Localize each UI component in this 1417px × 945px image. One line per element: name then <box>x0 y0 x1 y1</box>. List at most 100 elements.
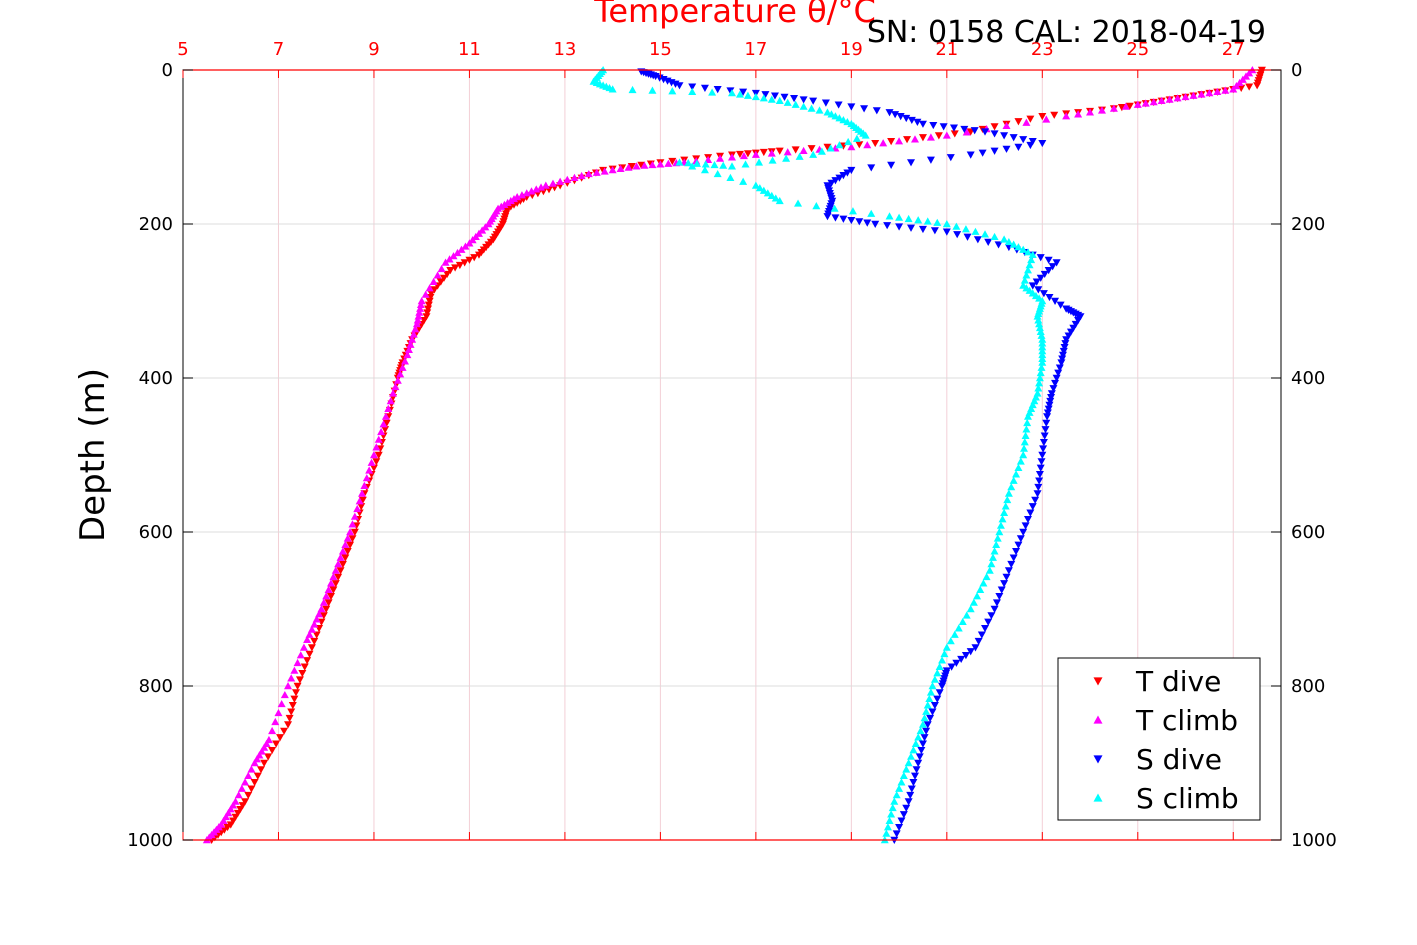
data-point <box>896 113 905 121</box>
x-tick-label: 21 <box>935 39 958 60</box>
data-point <box>990 130 999 138</box>
x-tick-label: 27 <box>1222 39 1245 60</box>
data-point <box>334 560 343 568</box>
data-point <box>897 778 906 786</box>
data-point <box>1197 90 1206 98</box>
data-point <box>771 194 780 202</box>
data-point <box>1121 102 1130 110</box>
data-point <box>577 171 586 180</box>
data-point <box>1044 256 1053 264</box>
data-point <box>949 124 958 132</box>
data-point <box>357 503 366 511</box>
series-t-dive <box>207 66 1266 844</box>
data-point <box>532 185 541 193</box>
data-point <box>1021 431 1030 439</box>
data-point <box>973 592 982 600</box>
data-point <box>953 231 962 239</box>
data-point <box>1028 138 1037 146</box>
data-point <box>307 644 316 652</box>
data-point <box>1045 401 1054 409</box>
y-axis-label: Depth (m) <box>73 368 113 542</box>
data-point <box>451 264 460 272</box>
data-point <box>1009 476 1018 484</box>
data-point <box>700 166 709 174</box>
data-point <box>1032 278 1041 286</box>
data-point <box>461 242 470 250</box>
data-point <box>963 233 972 241</box>
data-point <box>914 733 923 741</box>
data-point <box>817 147 826 155</box>
data-point <box>237 784 246 792</box>
data-point <box>918 720 927 728</box>
data-point <box>334 573 343 581</box>
data-point <box>465 256 474 264</box>
data-point <box>280 690 289 699</box>
data-point <box>312 631 321 639</box>
data-point <box>990 605 999 613</box>
data-point <box>907 224 916 232</box>
data-point <box>474 251 483 259</box>
data-point <box>883 823 892 831</box>
data-point <box>346 528 355 536</box>
data-point <box>268 746 277 755</box>
data-point <box>465 239 474 247</box>
data-point <box>1040 270 1049 279</box>
data-point <box>1039 445 1048 453</box>
data-point <box>981 128 990 136</box>
data-point <box>996 521 1005 529</box>
data-point <box>1059 347 1068 356</box>
data-point <box>942 220 951 228</box>
data-point <box>790 95 799 103</box>
data-point <box>381 412 390 420</box>
data-point <box>331 580 340 588</box>
data-point <box>236 806 245 814</box>
data-point <box>1023 266 1032 274</box>
data-point <box>909 746 918 754</box>
data-point <box>668 87 677 95</box>
data-point <box>962 611 971 619</box>
chart-title: Temperature θ/°C <box>593 0 876 30</box>
data-point <box>414 312 423 320</box>
data-point <box>310 637 319 646</box>
y-tick-label-left: 600 <box>139 522 173 543</box>
data-point <box>839 116 848 124</box>
data-point <box>317 605 326 613</box>
data-point <box>365 466 374 474</box>
data-point <box>823 143 832 151</box>
data-point <box>1014 118 1023 126</box>
data-point <box>343 548 352 556</box>
data-point <box>726 87 735 95</box>
data-point <box>791 146 800 154</box>
data-point <box>993 534 1002 542</box>
data-point <box>979 579 988 587</box>
data-point <box>775 96 784 104</box>
data-point <box>1023 412 1032 420</box>
legend-label: S dive <box>1136 743 1222 776</box>
data-point <box>835 114 844 122</box>
data-point <box>303 657 312 665</box>
data-point <box>400 357 409 365</box>
data-point <box>1034 483 1043 492</box>
data-point <box>981 625 990 633</box>
data-point <box>904 759 913 767</box>
data-point <box>291 689 300 697</box>
data-point <box>835 174 844 182</box>
data-point <box>1028 503 1037 511</box>
data-point <box>1022 271 1031 279</box>
data-point <box>946 154 955 162</box>
data-point <box>918 134 927 142</box>
data-point <box>310 620 319 628</box>
data-point <box>1007 560 1016 569</box>
data-point <box>1019 528 1028 536</box>
data-point <box>751 181 760 189</box>
data-point <box>867 164 876 172</box>
data-point <box>994 241 1003 249</box>
data-point <box>312 615 321 623</box>
data-point <box>916 726 925 735</box>
data-point <box>433 271 442 279</box>
data-point <box>1181 92 1190 101</box>
legend-label: T dive <box>1135 665 1221 698</box>
data-point <box>455 261 464 270</box>
y-tick-label-left: 800 <box>139 676 173 697</box>
data-point <box>812 202 821 210</box>
